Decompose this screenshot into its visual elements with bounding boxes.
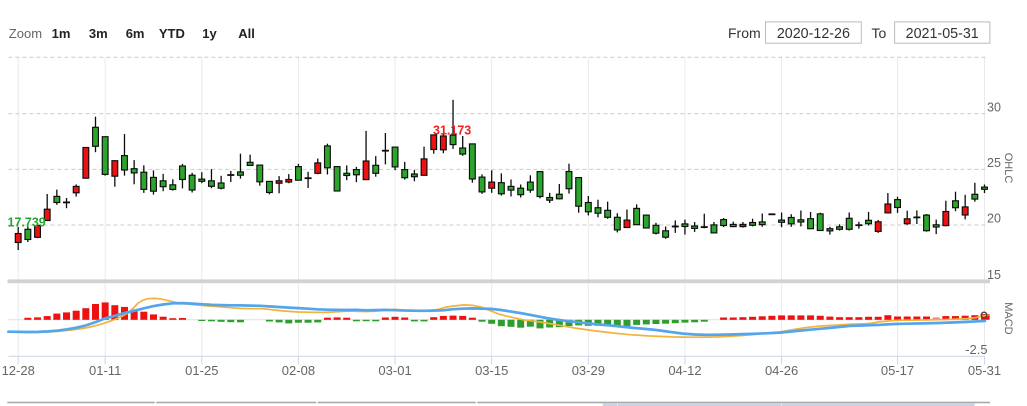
svg-text:17.739: 17.739 <box>8 215 46 229</box>
svg-text:1m: 1m <box>52 26 71 41</box>
svg-text:01-11: 01-11 <box>89 363 121 378</box>
svg-text:30: 30 <box>987 100 1001 114</box>
svg-text:04-12: 04-12 <box>668 363 701 378</box>
svg-text:20: 20 <box>987 212 1001 226</box>
svg-text:03-01: 03-01 <box>378 363 411 378</box>
svg-text:02-08: 02-08 <box>282 363 315 378</box>
svg-text:3m: 3m <box>89 26 108 41</box>
svg-text:15: 15 <box>987 268 1001 282</box>
svg-text:1y: 1y <box>202 26 217 41</box>
svg-text:25: 25 <box>987 156 1001 170</box>
svg-text:03-29: 03-29 <box>572 363 605 378</box>
svg-text:12-28: 12-28 <box>2 363 35 378</box>
svg-text:03-15: 03-15 <box>475 363 508 378</box>
svg-text:31.173: 31.173 <box>433 123 471 137</box>
svg-text:To: To <box>872 25 887 41</box>
svg-text:05-31: 05-31 <box>968 363 1001 378</box>
svg-text:From: From <box>728 25 761 41</box>
svg-text:All: All <box>238 26 255 41</box>
svg-text:MACD: MACD <box>1002 302 1014 334</box>
svg-text:01-25: 01-25 <box>185 363 218 378</box>
svg-text:-2.5: -2.5 <box>965 342 987 357</box>
svg-text:2021-05-31: 2021-05-31 <box>906 26 979 42</box>
svg-text:6m: 6m <box>126 26 145 41</box>
svg-text:04-26: 04-26 <box>765 363 798 378</box>
svg-text:2020-12-26: 2020-12-26 <box>777 26 850 42</box>
svg-text:05-17: 05-17 <box>881 363 914 378</box>
svg-text:Zoom: Zoom <box>9 26 42 41</box>
svg-text:YTD: YTD <box>159 26 185 41</box>
svg-text:OHLC: OHLC <box>1002 153 1014 184</box>
